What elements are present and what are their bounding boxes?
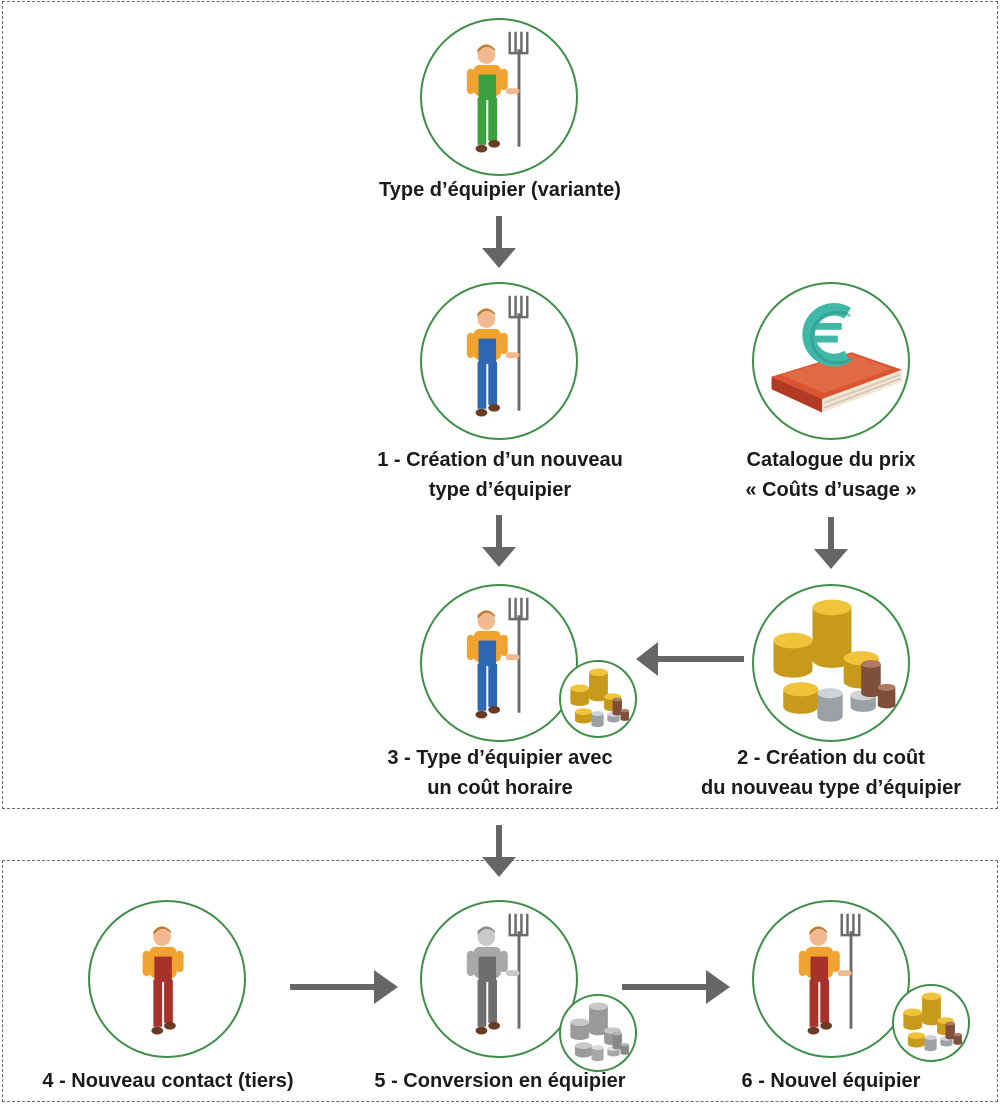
- step6-label-line-1: 6 - Nouvel équipier: [741, 1070, 921, 1092]
- step4-label: 4 - Nouveau contact (tiers): [0, 1066, 368, 1096]
- step2-label: 2 - Création du coût du nouveau type d’é…: [631, 743, 1000, 803]
- farmer-green-icon: [466, 31, 529, 153]
- step2-label-line-1: 2 - Création du coût: [737, 747, 925, 769]
- step5-node: [420, 900, 578, 1058]
- farmer-blue-icon: [466, 597, 529, 719]
- farmer-red-icon: [142, 926, 184, 1035]
- catalog-node: [752, 282, 910, 440]
- farmer-red-icon: [798, 913, 861, 1035]
- arrow-step1-to-step3: [482, 515, 516, 569]
- step3-label-line-2: un coût horaire: [427, 777, 573, 799]
- step6-label: 6 - Nouvel équipier: [631, 1066, 1000, 1096]
- coins-stack-icon: [903, 992, 962, 1052]
- step4-node: [88, 900, 246, 1058]
- coins-stack-icon: [773, 599, 896, 722]
- step2-label-line-2: du nouveau type d’équipier: [700, 777, 962, 799]
- step2-node: [752, 584, 910, 742]
- step1-node: [420, 282, 578, 440]
- step5-coins-badge: [559, 994, 637, 1072]
- step3-label: 3 - Type d’équipier avec un coût horaire: [300, 743, 700, 803]
- top-group-frame: [2, 1, 998, 809]
- step5-label: 5 - Conversion en équipier: [300, 1066, 700, 1096]
- euro-book-icon: [771, 303, 903, 413]
- arrow-catalog-to-step2: [814, 517, 848, 571]
- arrow-step2-to-step3: [634, 642, 744, 676]
- farmer-blue-icon: [466, 295, 529, 417]
- step3-label-line-1: 3 - Type d’équipier avec: [387, 747, 613, 769]
- arrow-variant-to-step1: [482, 216, 516, 270]
- step1-label: 1 - Création d’un nouveau type d’équipie…: [300, 445, 700, 505]
- catalog-label-line-1: Catalogue du prix: [746, 449, 916, 471]
- step5-label-line-1: 5 - Conversion en équipier: [374, 1070, 626, 1092]
- variant-node: [420, 18, 578, 176]
- step3-node: [420, 584, 578, 742]
- step6-node: [752, 900, 910, 1058]
- step1-label-line-1: 1 - Création d’un nouveau: [377, 449, 623, 471]
- step6-coins-badge: [892, 984, 970, 1062]
- arrow-step4-to-step5: [290, 970, 400, 1004]
- catalog-label-line-2: « Coûts d’usage »: [745, 479, 917, 501]
- step1-label-line-2: type d’équipier: [428, 479, 572, 501]
- step4-label-line-1: 4 - Nouveau contact (tiers): [42, 1070, 294, 1092]
- step3-coins-badge: [559, 660, 637, 738]
- variant-label-line-1: Type d’équipier (variante): [379, 179, 621, 201]
- arrow-top-to-bottom: [482, 825, 516, 879]
- farmer-grey-icon: [466, 913, 529, 1035]
- variant-label: Type d’équipier (variante): [300, 175, 700, 205]
- coins-stack-icon: [570, 668, 629, 728]
- catalog-label: Catalogue du prix « Coûts d’usage »: [631, 445, 1000, 505]
- coins-stack-icon: [570, 1002, 629, 1062]
- arrow-step5-to-step6: [622, 970, 732, 1004]
